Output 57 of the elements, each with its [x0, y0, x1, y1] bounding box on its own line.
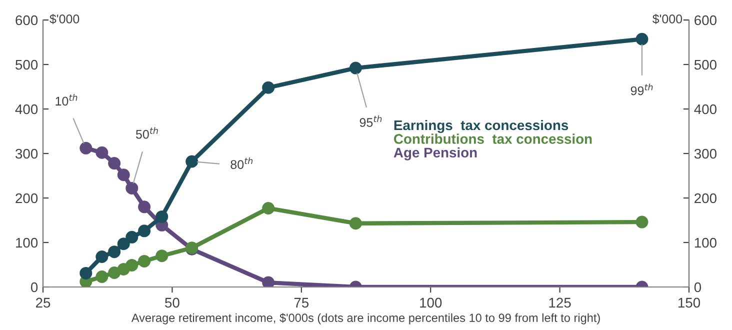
text: Contributions tax concession: [394, 134, 592, 144]
point: [108, 157, 121, 170]
point: [138, 200, 151, 214]
point: [349, 217, 362, 230]
x-tick-label: 150: [678, 298, 700, 308]
text: Age Pension: [394, 147, 477, 160]
point: [636, 216, 648, 228]
annotation: 99$^{th}$: [630, 84, 653, 96]
point: [126, 182, 138, 194]
y-tick-label: 600: [16, 15, 38, 26]
y-axis-title: $'000: [50, 14, 80, 24]
x-tick-label: 50: [165, 298, 180, 308]
point: [117, 238, 130, 250]
y-tick-label: 100: [16, 238, 38, 248]
annotation: 50$^{th}$: [136, 127, 158, 139]
y-tick-label: 0: [30, 282, 38, 292]
y2-axis-title: $'000: [652, 14, 682, 24]
y-tick-label: 400: [15, 104, 38, 114]
x-tick-label: 125: [549, 298, 571, 308]
y-tick-label: 300: [16, 148, 38, 159]
x-tick-label: 75: [294, 298, 309, 308]
point: [80, 266, 92, 280]
annotation: 10$^{th}$: [56, 94, 78, 106]
point: [108, 266, 121, 280]
point: [186, 155, 198, 168]
y2-tick-label: 100: [694, 238, 716, 248]
point: [80, 142, 92, 154]
point: [96, 146, 108, 159]
point: [126, 230, 138, 244]
point: [138, 224, 151, 238]
point: [156, 250, 168, 262]
point: [349, 62, 362, 74]
y2-tick-label: 400: [694, 104, 716, 114]
y2-tick-label: 200: [694, 193, 716, 204]
point: [96, 250, 108, 263]
x-tick-label: 25: [36, 298, 50, 308]
point: [117, 168, 130, 182]
y2-tick-label: 500: [694, 60, 716, 70]
y-tick-label: 500: [16, 60, 38, 70]
point: [96, 270, 108, 284]
point: [156, 210, 168, 223]
text: Earnings tax concessions: [394, 120, 568, 133]
annotation: 95$^{th}$: [360, 115, 382, 127]
point: [262, 202, 275, 214]
x-tick-label: 100: [420, 298, 442, 308]
point: [262, 276, 275, 287]
point: [636, 32, 648, 46]
y2-tick-label: 300: [694, 148, 716, 159]
y-tick-label: 200: [16, 193, 38, 204]
y2-tick-label: 600: [694, 15, 716, 26]
point: [138, 254, 151, 268]
point: [108, 246, 121, 258]
point: [126, 258, 138, 272]
y2-tick-label: 0: [694, 282, 702, 292]
x-axis-title: Average retirement income, $'000s (dots are income percentiles 10 to 99 from left to right): [131, 313, 600, 324]
point: [262, 81, 275, 94]
annotation: 80$^{th}$: [230, 157, 253, 169]
